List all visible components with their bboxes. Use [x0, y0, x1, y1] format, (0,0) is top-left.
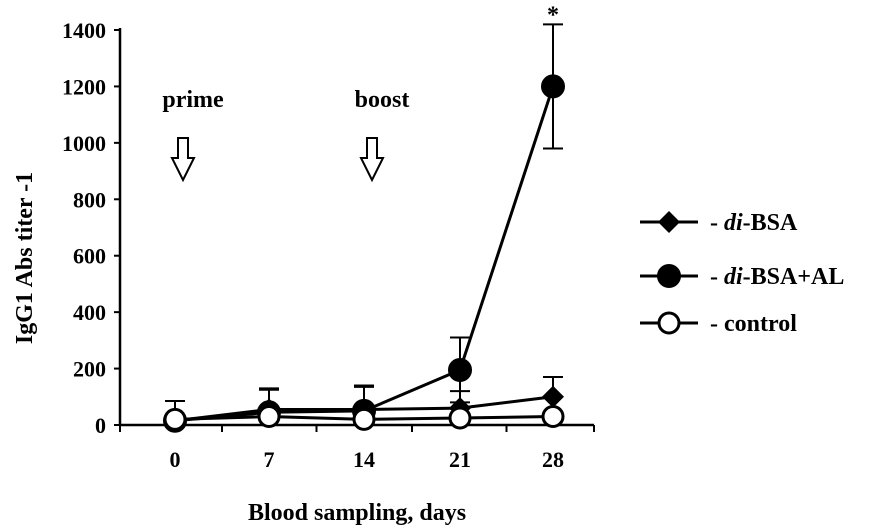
y-tick-label: 1000	[62, 131, 106, 156]
data-point	[542, 385, 564, 408]
data-point	[448, 357, 472, 382]
legend-item: - di-BSA	[640, 210, 798, 236]
y-tick-label: 1400	[62, 18, 106, 43]
y-axis-title: IgG1 Abs titer -1	[12, 172, 38, 344]
legend-item: - control	[640, 311, 797, 337]
annotation-label: boost	[355, 87, 410, 113]
markers-di-BSA+AL	[163, 74, 565, 433]
legend-label: - di-BSA+AL	[710, 264, 844, 290]
legend: - di-BSA - di-BSA+AL - control	[640, 210, 844, 337]
data-point	[352, 407, 376, 431]
x-tick-label: 14	[353, 447, 375, 472]
series-line	[174, 85, 555, 423]
series-layer	[163, 23, 565, 433]
legend-item: - di-BSA+AL	[640, 264, 844, 290]
x-tick-label: 0	[170, 447, 181, 472]
legend-marker	[658, 211, 680, 233]
y-tick-label: 0	[95, 413, 106, 438]
down-arrow-icon	[359, 137, 385, 183]
x-tick-label: 7	[264, 447, 275, 472]
x-tick-label: 28	[542, 447, 564, 472]
down-arrow-icon	[170, 137, 196, 183]
legend-label: - di-BSA	[710, 210, 798, 236]
data-point	[448, 406, 472, 430]
y-tick-label: 1200	[62, 74, 106, 99]
significance-star: *	[547, 2, 559, 28]
x-tick-label: 21	[449, 447, 471, 472]
y-tick-label: 800	[73, 187, 106, 212]
data-point	[163, 407, 187, 431]
annotation-label: prime	[162, 87, 224, 113]
data-point	[541, 405, 565, 429]
y-tick-label: 400	[73, 300, 106, 325]
legend-marker	[657, 311, 681, 335]
legend-marker	[657, 264, 681, 288]
data-point	[541, 74, 565, 99]
series-di-BSA+AL	[165, 23, 563, 426]
legend-label: - control	[710, 311, 797, 337]
markers-control	[163, 405, 565, 431]
y-tick-label: 600	[73, 244, 106, 269]
annotation-layer: prime boost *	[162, 2, 559, 183]
y-tick-label: 200	[73, 357, 106, 382]
data-point	[257, 405, 281, 429]
axes: 0 200 400 600 800 1000 1200 1400 0 7 14 21 28	[62, 18, 595, 472]
x-axis-title: Blood sampling, days	[248, 500, 466, 526]
